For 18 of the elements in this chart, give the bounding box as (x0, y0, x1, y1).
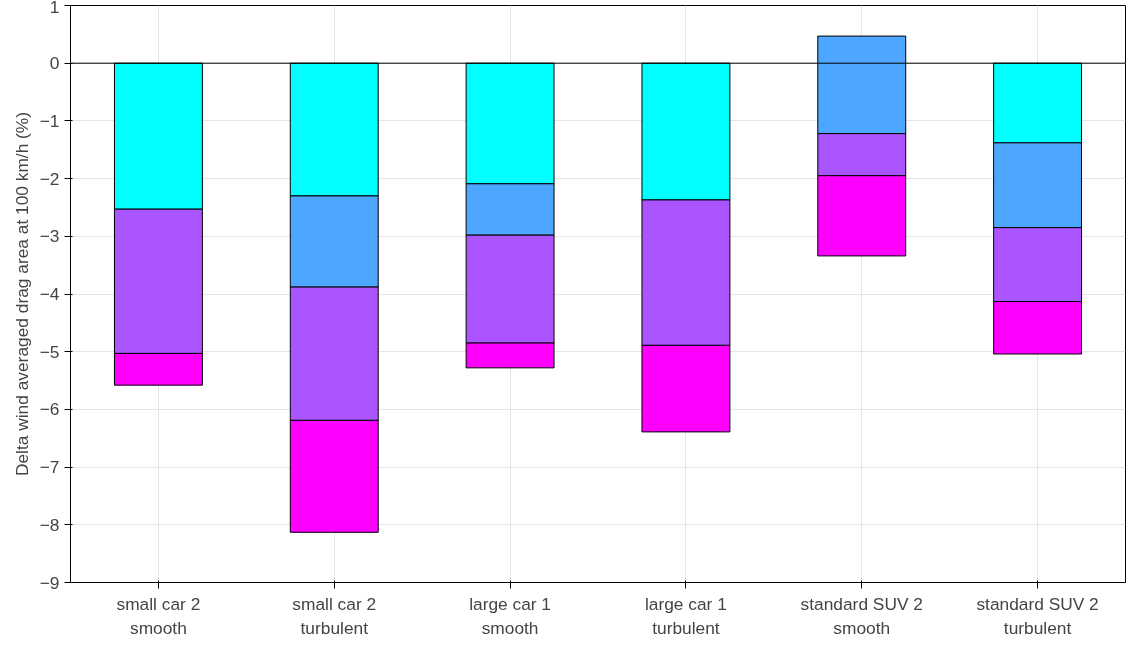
y-tick-label: −9 (39, 572, 60, 593)
y-tick-label: −1 (39, 110, 60, 131)
x-tick-label: standard SUV 2 smooth (800, 593, 923, 638)
x-tick-label: small car 2 turbulent (292, 593, 377, 638)
y-tick-label: −6 (39, 399, 60, 420)
y-tick-label: 0 (49, 53, 60, 74)
y-tick-label: 1 (49, 0, 60, 17)
y-tick-label: −5 (39, 341, 60, 362)
y-tick-label: −7 (39, 457, 60, 478)
y-tick-label: −8 (39, 514, 60, 535)
y-tick-label: −4 (39, 284, 60, 304)
x-tick-label: standard SUV 2 turbulent (976, 593, 1099, 638)
y-tick-label: −3 (39, 226, 60, 247)
y-tick-label: −2 (39, 168, 60, 189)
x-tick-label: large car 1 smooth (469, 593, 552, 638)
x-tick-label: small car 2 smooth (116, 593, 201, 638)
x-tick-label: large car 1 turbulent (644, 593, 727, 638)
y-axis-title: Delta wind averaged drag area at 100 km/h (%) (11, 111, 32, 477)
